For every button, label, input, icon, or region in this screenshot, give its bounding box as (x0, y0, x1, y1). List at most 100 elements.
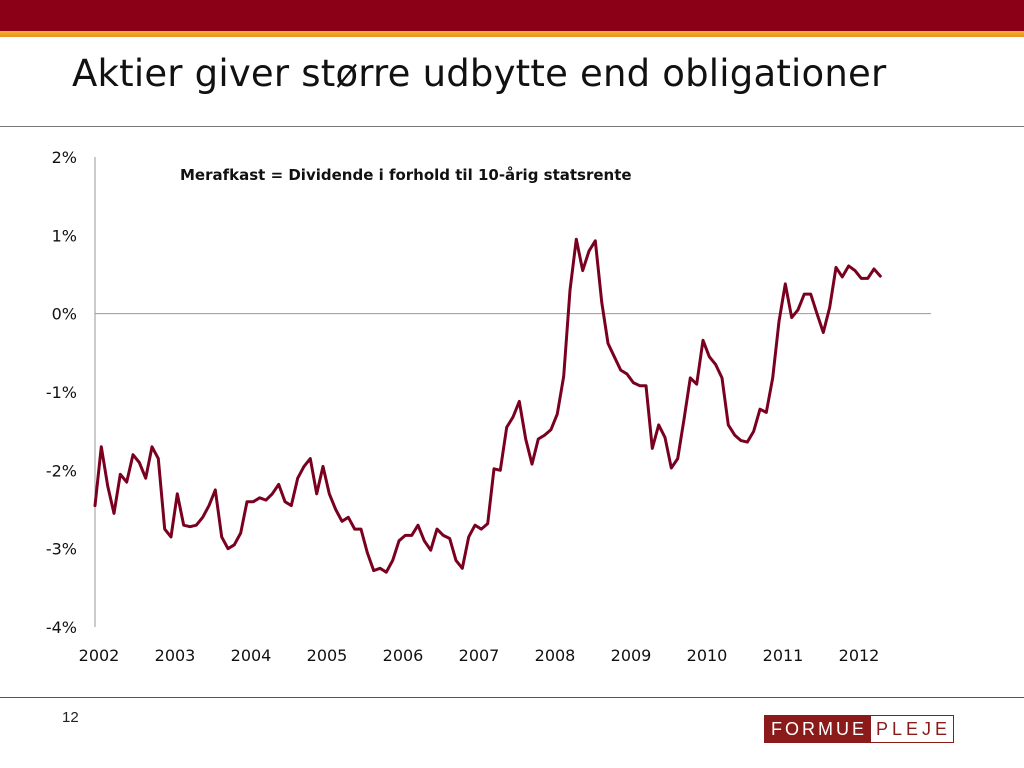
data-point (619, 368, 622, 372)
data-point (264, 498, 268, 502)
data-point (473, 524, 477, 527)
chart-annotation: Merafkast = Dividende i forhold til 10-å… (180, 166, 632, 184)
data-point (321, 465, 325, 468)
logo-text-left: FORMUE (765, 716, 871, 742)
data-point (214, 488, 217, 492)
x-tick-label: 2009 (611, 646, 652, 665)
data-point (340, 520, 344, 523)
data-point (651, 447, 654, 450)
data-point (353, 527, 356, 531)
data-point (568, 289, 572, 292)
data-point (410, 534, 413, 537)
y-tick-label: -4% (46, 618, 77, 637)
data-point (777, 320, 781, 323)
data-point (499, 469, 502, 472)
data-point (727, 423, 730, 427)
data-point (239, 531, 242, 535)
data-point (853, 269, 857, 272)
data-point (182, 524, 185, 527)
data-point (144, 477, 147, 480)
x-tick-label: 2004 (231, 646, 272, 665)
data-point (416, 524, 420, 527)
data-point (822, 331, 825, 334)
data-point (252, 500, 255, 503)
data-point (847, 264, 850, 268)
chart: 2% 1% 0% -1% -2% -3% -4%2002 2003 2004 2005 2006 20… (46, 148, 931, 665)
data-point (562, 375, 565, 378)
data-point (454, 559, 458, 562)
data-point (385, 571, 388, 574)
data-point (429, 549, 432, 552)
data-point (112, 512, 116, 515)
data-point (486, 522, 489, 525)
data-point (467, 535, 470, 539)
y-tick-label: -1% (46, 383, 77, 402)
data-point (860, 277, 863, 280)
slide-title: Aktier giver større udbytte end obligati… (72, 52, 887, 95)
data-point (587, 249, 591, 253)
data-point (752, 430, 755, 433)
data-point (524, 437, 527, 441)
data-point (657, 423, 660, 427)
x-tick-label: 2011 (763, 646, 804, 665)
data-point (575, 238, 578, 241)
data-point (834, 266, 838, 269)
data-point (828, 306, 831, 309)
chart-plot-area: 2% 1% 0% -1% -2% -3% -4%2002 2003 2004 2005 2006 20… (46, 148, 931, 665)
x-tick-label: 2010 (687, 646, 728, 665)
data-point (518, 400, 521, 403)
data-point (461, 567, 464, 570)
data-point (157, 457, 160, 460)
data-point (632, 381, 635, 384)
data-point (765, 411, 768, 414)
data-point (277, 483, 280, 486)
data-point (226, 547, 230, 550)
data-point (93, 504, 97, 507)
data-point (784, 282, 787, 286)
series-line-0 (93, 237, 882, 574)
data-point (556, 412, 559, 416)
data-point (106, 484, 109, 488)
data-point (505, 426, 508, 429)
data-point (283, 500, 287, 503)
data-point (746, 440, 749, 444)
data-point (708, 355, 711, 358)
data-point (771, 376, 774, 380)
data-point (442, 534, 445, 537)
y-tick-label: -2% (46, 461, 77, 480)
data-point (530, 462, 534, 466)
x-tick-label: 2012 (839, 646, 880, 665)
header-accent-line (0, 31, 1024, 37)
data-point (131, 453, 135, 456)
data-point (796, 308, 800, 311)
data-point (423, 539, 426, 542)
data-point (366, 551, 369, 554)
data-point (689, 376, 692, 380)
data-point (207, 504, 211, 507)
data-point (328, 492, 331, 495)
data-point (511, 415, 515, 419)
data-point (581, 269, 584, 272)
data-point (334, 508, 337, 511)
data-point (815, 312, 819, 315)
data-point (638, 384, 641, 387)
data-point (391, 559, 394, 562)
data-point (245, 500, 249, 503)
data-point (695, 383, 698, 386)
data-point (720, 376, 724, 380)
data-point (302, 465, 306, 468)
data-point (233, 543, 236, 546)
data-point (543, 433, 546, 437)
data-point (220, 535, 223, 539)
data-point (435, 527, 439, 531)
data-point (600, 300, 603, 304)
data-point (644, 384, 648, 387)
data-point (492, 467, 496, 470)
title-divider (0, 126, 1024, 127)
data-point (169, 535, 173, 539)
data-point (879, 274, 882, 278)
data-point (809, 292, 812, 296)
page-number: 12 (62, 709, 79, 726)
y-tick-label: -3% (46, 540, 77, 559)
data-point (271, 492, 274, 495)
